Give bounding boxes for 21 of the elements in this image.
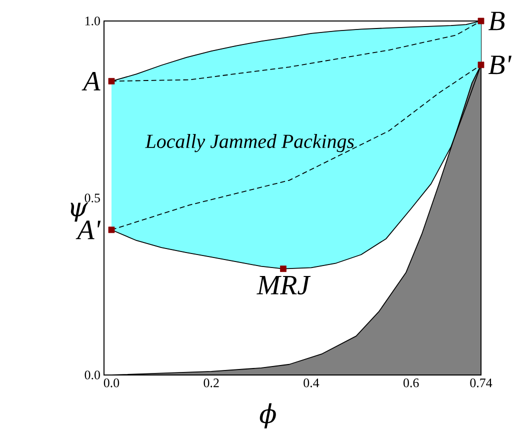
- annotation: B: [488, 12, 505, 30]
- y-tick-label: 0.0: [84, 370, 100, 380]
- y-axis-title: ψ: [70, 202, 88, 222]
- annotation: A: [82, 72, 100, 90]
- annotation: Locally Jammed Packings: [145, 134, 354, 152]
- point: [478, 18, 484, 24]
- point: [280, 266, 286, 272]
- point: [108, 226, 115, 234]
- point: [108, 78, 115, 84]
- x-tick-label: 0.6: [404, 378, 419, 388]
- y-tick-label: 1.0: [85, 16, 100, 26]
- point: [478, 62, 484, 68]
- annotation: MRJ: [256, 276, 311, 295]
- x-tick-label: 0.4: [304, 378, 320, 388]
- x-axis-title: ϕ: [260, 403, 276, 428]
- annotation: A': [76, 220, 101, 240]
- y-tick-label: 0.5: [84, 194, 100, 202]
- x-tick-label: 0.2: [204, 378, 219, 388]
- x-tick-label: 0.0: [104, 378, 120, 388]
- x-tick-label: 0.74: [470, 378, 492, 388]
- annotation: B': [488, 56, 512, 74]
